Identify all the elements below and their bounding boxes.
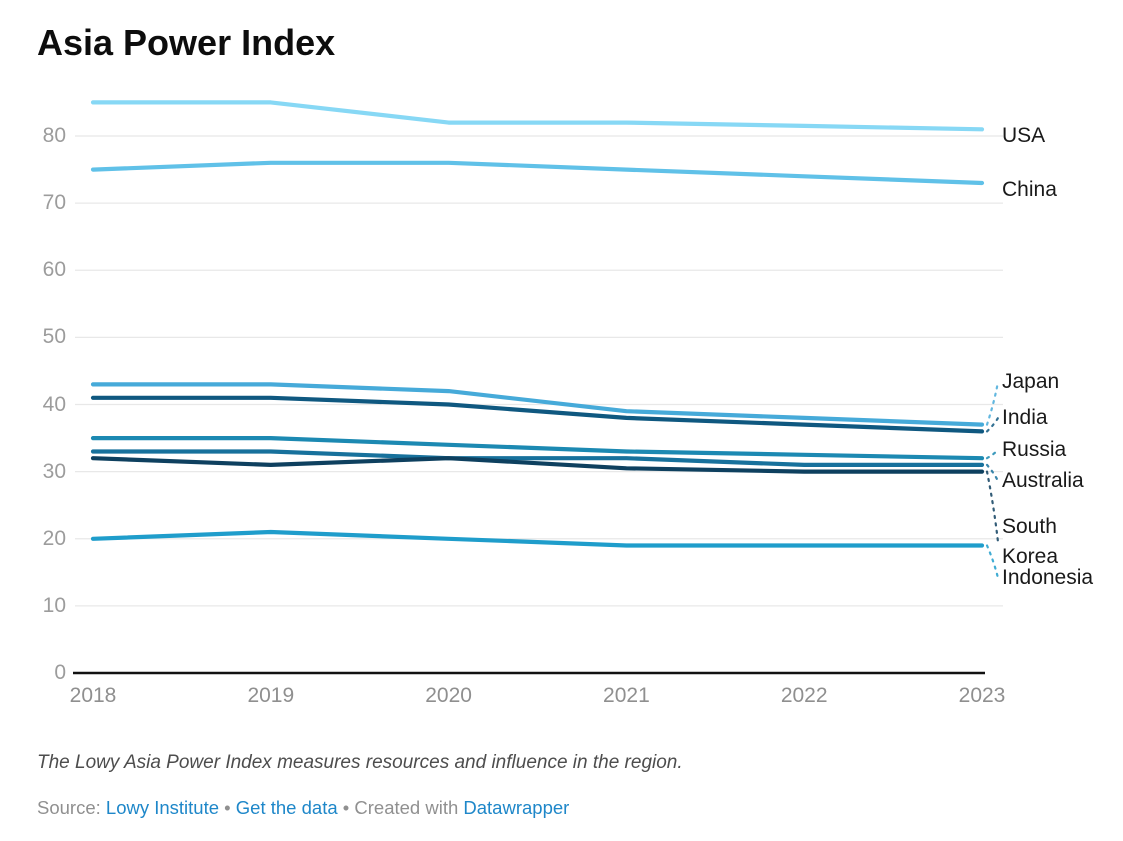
source-link[interactable]: Lowy Institute [105,797,220,818]
chart-title: Asia Power Index [37,22,336,63]
source-line: Source: Lowy Institute • Get the data • … [37,797,569,819]
created-with-label: Created with [354,797,459,818]
source-prefix-label: Source: [37,797,101,818]
label-connector-indonesia [985,544,1000,580]
y-axis-tick-label: 20 [42,526,66,550]
series-label-australia: Australia [1002,469,1084,492]
y-axis-tick-label: 50 [42,325,66,349]
series-label-indonesia: Indonesia [1002,566,1094,589]
series-label-japan: Japan [1002,370,1060,393]
series-label-russia: Russia [1002,438,1067,461]
x-axis-tick-label: 2020 [425,684,472,707]
y-axis-tick-label: 0 [54,661,66,684]
x-axis-tick-label: 2022 [780,684,828,707]
bullet-separator: • [342,797,350,818]
series-label-south-korea: South Korea [1002,515,1059,568]
chart-description: The Lowy Asia Power Index measures resou… [37,752,683,773]
y-axis-tick-label: 10 [42,593,66,617]
series-line-russia [90,436,985,461]
label-connector-russia [985,448,1000,460]
series-line-australia [90,449,985,467]
series-line-usa [90,100,985,132]
series-label-china: China [1002,178,1057,201]
datawrapper-link[interactable]: Datawrapper [463,797,570,818]
x-axis-tick-label: 2021 [603,684,650,707]
series-line-china [90,160,985,186]
y-axis-tick-label: 70 [42,191,66,215]
get-the-data-link[interactable]: Get the data [235,797,338,818]
series-line-japan [90,382,985,427]
y-axis-tick-label: 40 [42,392,66,416]
label-connector-india [985,416,1000,433]
series-label-india: India [1002,406,1048,429]
y-axis-tick-label: 80 [42,124,66,147]
series-line-indonesia [90,529,985,548]
x-axis-tick-label: 2018 [69,684,117,707]
x-axis-tick-label: 2023 [958,684,1006,707]
series-label-usa: USA [1002,124,1046,147]
x-axis-tick-label: 2019 [247,684,295,707]
y-axis-tick-label: 30 [42,459,66,483]
bullet-separator: • [224,797,231,818]
label-connector-japan [985,380,1000,426]
series-line-south-korea [90,456,985,474]
label-connector-australia [985,463,1000,483]
label-connector-south-korea [985,470,1000,544]
y-axis-tick-label: 60 [42,258,66,282]
series-line-india [90,395,985,434]
